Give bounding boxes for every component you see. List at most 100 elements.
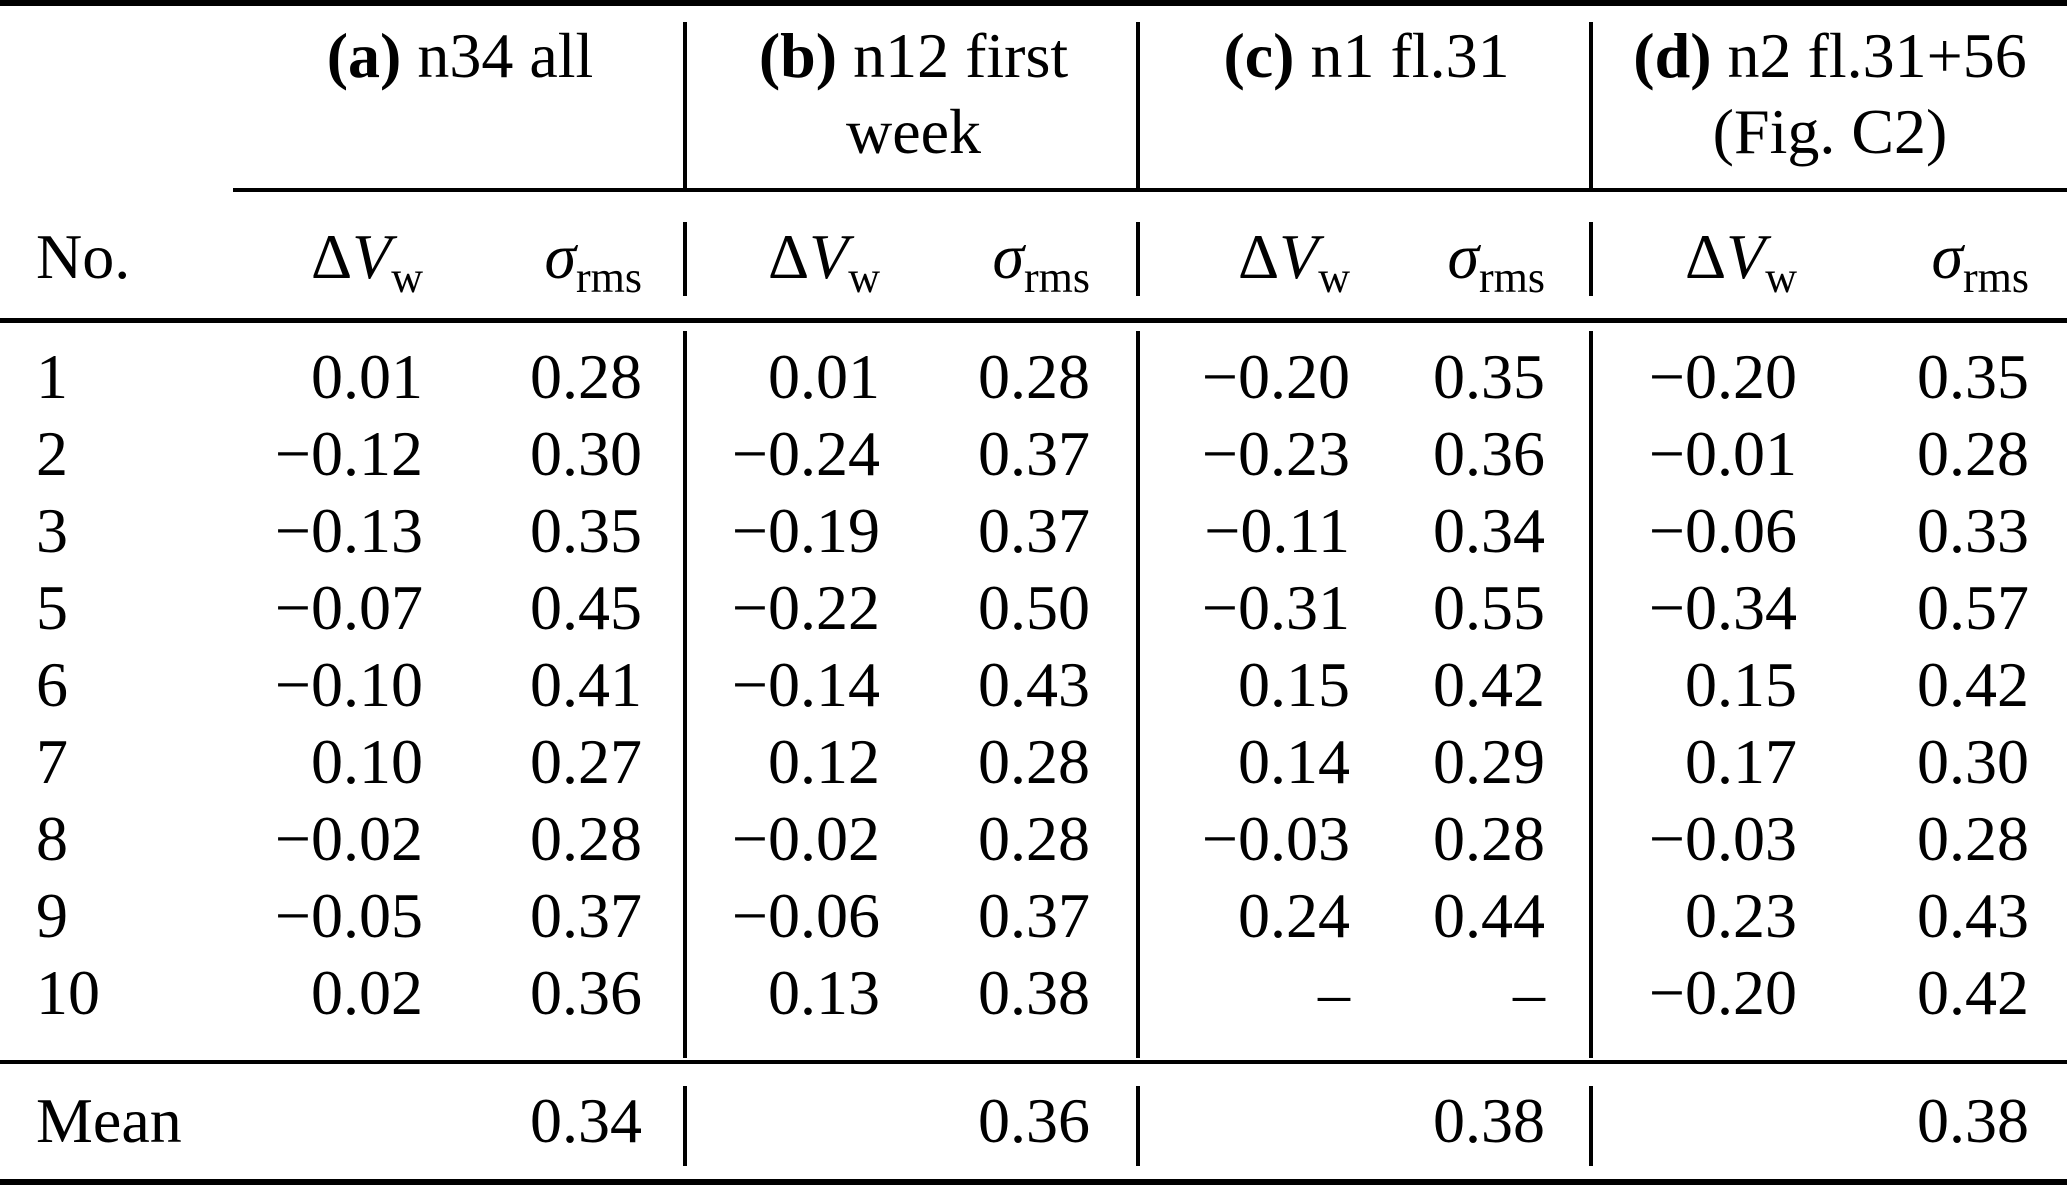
table-row: 7 0.10 0.27 0.12 0.28 0.14 0.29 0.17 0.3… [0, 723, 2067, 800]
mean-separator-rule [0, 1060, 2067, 1064]
w-subscript: w [1765, 252, 1797, 302]
cell-a-dvw: −0.05 [274, 879, 423, 951]
table-row: 6 −0.10 0.41 −0.14 0.43 0.15 0.42 0.15 0… [0, 646, 2067, 723]
cell-d-dvw: −0.20 [1648, 340, 1797, 412]
cell-a-dvw: −0.10 [274, 648, 423, 720]
row-number: 6 [36, 648, 68, 720]
table-row: 5 −0.07 0.45 −0.22 0.50 −0.31 0.55 −0.34… [0, 569, 2067, 646]
w-subscript: w [1318, 252, 1350, 302]
cell-a-dvw: −0.07 [274, 571, 423, 643]
col-header-srms-a: σrms [445, 220, 687, 300]
group-underline-rule [233, 188, 2067, 192]
cell-a-dvw: 0.10 [311, 725, 423, 797]
sigma-symbol: σ [1447, 220, 1479, 292]
cell-b-dvw: 0.01 [768, 340, 880, 412]
group-tag-d: (d) [1633, 20, 1712, 91]
cell-c-srms: 0.44 [1433, 879, 1545, 951]
delta-symbol: Δ [310, 220, 353, 292]
cell-b-dvw: −0.19 [731, 494, 880, 566]
cell-b-dvw: 0.13 [768, 956, 880, 1028]
group-header-b: (b) n12 first week [687, 6, 1140, 190]
cell-c-dvw: −0.11 [1204, 494, 1350, 566]
table-row: 9 −0.05 0.37 −0.06 0.37 0.24 0.44 0.23 0… [0, 877, 2067, 954]
row-number: 8 [36, 802, 68, 874]
cell-b-srms: 0.50 [978, 571, 1090, 643]
row-number: 9 [36, 879, 68, 951]
vertical-divider [683, 222, 687, 296]
group-header-a: (a) n34 all [190, 6, 687, 190]
table-row: 3 −0.13 0.35 −0.19 0.37 −0.11 0.34 −0.06… [0, 492, 2067, 569]
cell-c-dvw: −0.03 [1201, 802, 1350, 874]
cell-d-dvw: −0.03 [1648, 802, 1797, 874]
group-title-d: n2 fl.31+56 [1727, 20, 2027, 91]
col-header-srms-c: σrms [1372, 220, 1593, 300]
vertical-divider [1589, 1086, 1593, 1166]
vertical-divider [683, 331, 687, 1058]
vertical-divider [683, 22, 687, 188]
cell-c-srms: 0.29 [1433, 725, 1545, 797]
col-header-dvw-c: ΔVw [1140, 220, 1372, 300]
cell-b-srms: 0.28 [978, 725, 1090, 797]
col-header-dvw-a: ΔVw [190, 220, 445, 300]
cell-b-dvw: −0.22 [731, 571, 880, 643]
row-number: 1 [36, 340, 68, 412]
cell-b-srms: 0.37 [978, 417, 1090, 489]
cell-a-srms: 0.28 [530, 340, 642, 412]
group-title-b-line2: week [845, 96, 982, 167]
mean-b-srms: 0.36 [978, 1084, 1090, 1156]
cell-a-dvw: −0.13 [274, 494, 423, 566]
bottom-rule [0, 1179, 2067, 1185]
v-symbol: V [352, 220, 392, 292]
cell-a-srms: 0.45 [530, 571, 642, 643]
cell-a-dvw: 0.01 [311, 340, 423, 412]
mean-c-srms: 0.38 [1433, 1084, 1545, 1156]
vertical-divider [1136, 22, 1140, 188]
cell-c-srms: 0.55 [1433, 571, 1545, 643]
cell-b-dvw: −0.24 [731, 417, 880, 489]
col-header-srms-b: σrms [902, 220, 1140, 300]
vertical-divider [1136, 331, 1140, 1058]
cell-d-dvw: −0.06 [1648, 494, 1797, 566]
vertical-divider [683, 1086, 687, 1166]
group-title-a: n34 all [417, 20, 594, 91]
cell-d-srms: 0.35 [1917, 340, 2029, 412]
top-rule [0, 0, 2067, 6]
cell-d-srms: 0.30 [1917, 725, 2029, 797]
cell-a-srms: 0.36 [530, 956, 642, 1028]
col-header-srms-d: σrms [1819, 220, 2067, 300]
row-number: 2 [36, 417, 68, 489]
table-row: 1 0.01 0.28 0.01 0.28 −0.20 0.35 −0.20 0… [0, 338, 2067, 415]
v-symbol: V [1279, 220, 1319, 292]
cell-c-srms: – [1513, 956, 1545, 1028]
col-header-dvw-b: ΔVw [687, 220, 902, 300]
cell-c-dvw: −0.23 [1201, 417, 1350, 489]
group-tag-a: (a) [326, 20, 402, 91]
cell-a-srms: 0.35 [530, 494, 642, 566]
table-row: 8 −0.02 0.28 −0.02 0.28 −0.03 0.28 −0.03… [0, 800, 2067, 877]
cell-c-srms: 0.42 [1433, 648, 1545, 720]
cell-b-srms: 0.37 [978, 879, 1090, 951]
vertical-divider [1589, 331, 1593, 1058]
cell-b-srms: 0.28 [978, 802, 1090, 874]
cell-b-dvw: −0.14 [731, 648, 880, 720]
cell-d-srms: 0.33 [1917, 494, 2029, 566]
cell-a-srms: 0.37 [530, 879, 642, 951]
cell-c-srms: 0.36 [1433, 417, 1545, 489]
spacer [0, 1031, 2067, 1062]
group-title-d-line2: (Fig. C2) [1712, 96, 1948, 167]
sigma-symbol: σ [544, 220, 576, 292]
group-title-c: n1 fl.31 [1310, 20, 1510, 91]
group-header-row: (a) n34 all (b) n12 first week (c) n1 fl… [0, 6, 2067, 190]
w-subscript: w [391, 252, 423, 302]
cell-c-srms: 0.28 [1433, 802, 1545, 874]
cell-c-srms: 0.34 [1433, 494, 1545, 566]
cell-b-srms: 0.38 [978, 956, 1090, 1028]
cell-a-dvw: −0.02 [274, 802, 423, 874]
cell-c-srms: 0.35 [1433, 340, 1545, 412]
cell-b-srms: 0.37 [978, 494, 1090, 566]
cell-c-dvw: 0.14 [1238, 725, 1350, 797]
cell-b-dvw: 0.12 [768, 725, 880, 797]
spacer [0, 323, 2067, 338]
vertical-divider [1136, 1086, 1140, 1166]
